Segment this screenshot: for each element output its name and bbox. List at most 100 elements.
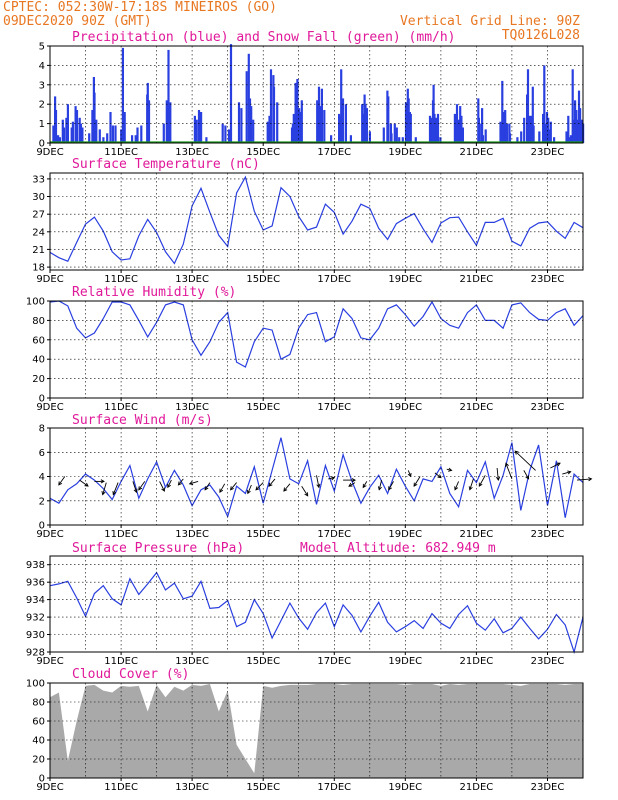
precip-bar (276, 102, 279, 143)
wind-arrow (478, 475, 486, 487)
x-tick-label: 21DEC (460, 529, 494, 540)
precip-bar (453, 113, 456, 143)
precip-bar (102, 137, 105, 143)
header-grid-line: Vertical Grid Line: 90Z (400, 14, 580, 29)
wind-arrow (434, 472, 442, 479)
x-tick-label: 15DEC (246, 529, 280, 540)
y-tick-label: 6 (39, 448, 45, 459)
x-tick-label: 21DEC (460, 402, 494, 413)
x-tick-label: 17DEC (317, 274, 351, 285)
precip-bar (398, 137, 401, 143)
y-tick-label: 5 (39, 42, 45, 53)
wind-arrow (159, 481, 165, 492)
x-tick-label: 19DEC (388, 782, 422, 793)
precip-bar (404, 102, 408, 143)
precip-bar (134, 135, 137, 143)
precip-bar (544, 123, 547, 143)
precip-bar (368, 131, 371, 143)
precip-bar (114, 125, 117, 143)
precip-bar (52, 125, 55, 143)
precip-bar (344, 104, 347, 143)
precip-bar (205, 137, 208, 143)
precip-bar (294, 82, 297, 143)
precip-bar (477, 117, 480, 143)
precip-bar (528, 115, 531, 143)
y-tick-label: 930 (26, 630, 45, 641)
x-tick-label: 13DEC (175, 147, 209, 158)
precip-bar (531, 86, 534, 143)
precip-bar (460, 115, 463, 143)
wind-arrow (550, 462, 561, 469)
wind-arrow (94, 479, 105, 484)
precip-bar (252, 119, 255, 143)
precip-bar (57, 135, 60, 143)
humidity-panel: 0 20 40 60 80 100 9DEC 11DEC 13DEC 15DEC 17DEC 19DE… (26, 297, 584, 413)
y-tick-label: 30 (32, 192, 45, 203)
precip-bar (572, 119, 575, 143)
wind-arrow (362, 481, 368, 489)
y-tick-label: 0 (39, 774, 45, 785)
precip-bar (61, 119, 64, 143)
precip-bar (65, 117, 68, 143)
precip-bar (247, 53, 250, 143)
cloud-cover-panel: 0 20 40 60 80 100 9DEC 11DEC 13DEC 15DEC 17DEC 19DE… (26, 679, 584, 793)
y-tick-label: 80 (32, 698, 45, 709)
precip-bar (268, 115, 271, 143)
x-tick-label: 21DEC (460, 147, 494, 158)
precip-bar (146, 82, 149, 143)
wind-arrow (514, 450, 536, 471)
wind-arrow (413, 476, 421, 487)
precip-title: Precipitation (blue) and Snow Fall (gree… (72, 30, 456, 45)
precip-bar (576, 119, 579, 143)
x-tick-label: 9DEC (36, 147, 63, 158)
precip-bar (78, 117, 81, 143)
x-tick-label: 9DEC (36, 782, 63, 793)
precip-bar (136, 127, 139, 143)
wind-line (49, 437, 584, 519)
precip-bar (459, 106, 462, 143)
precip-bar (298, 108, 301, 143)
x-tick-label: 19DEC (388, 529, 422, 540)
precip-bar (81, 127, 84, 143)
precip-bar (393, 123, 396, 143)
precip-bar (74, 106, 77, 143)
precip-bar (340, 69, 343, 143)
precip-bar (197, 110, 201, 143)
wind-arrow (328, 476, 336, 481)
precip-bar (162, 123, 165, 143)
precip-bar (523, 117, 526, 143)
x-tick-label: 13DEC (175, 274, 209, 285)
x-tick-label: 23DEC (531, 402, 565, 413)
precip-bar (382, 127, 385, 143)
precip-bar (530, 115, 533, 143)
y-tick-label: 27 (32, 210, 45, 221)
wind-arrow (577, 477, 593, 482)
wind-arrow (316, 475, 321, 489)
humidity-line (49, 300, 584, 368)
model-altitude-label: Model Altitude: 682.949 m (300, 541, 496, 556)
precip-bar (433, 113, 436, 143)
precip-bar (520, 131, 523, 143)
header-location: CPTEC: 052:30W-17:18S MINEIROS (GO) (3, 0, 277, 15)
y-tick-label: 100 (26, 297, 45, 308)
y-tick-label: 20 (32, 755, 45, 766)
x-tick-label: 17DEC (317, 402, 351, 413)
y-tick-label: 40 (32, 355, 45, 366)
x-tick-label: 9DEC (36, 402, 63, 413)
wind-panel: 0 2 4 6 8 9DEC 11DEC 13DEC 15DEC 17DEC 19DEC 21DEC 2… (36, 424, 593, 540)
precip-bar (123, 112, 126, 143)
x-tick-label: 17DEC (317, 782, 351, 793)
precip-bar (109, 112, 112, 143)
y-tick-label: 100 (26, 679, 45, 690)
y-tick-label: 33 (32, 174, 45, 185)
wind-arrow (79, 479, 89, 487)
precip-bar (361, 113, 364, 143)
precip-bar (505, 123, 509, 143)
wind-arrow (268, 478, 276, 487)
precip-bar (106, 133, 109, 143)
temperature-title: Surface Temperature (nC) (72, 157, 260, 172)
precip-bar (71, 121, 74, 143)
precip-bar (98, 129, 101, 143)
x-tick-label: 11DEC (104, 782, 138, 793)
